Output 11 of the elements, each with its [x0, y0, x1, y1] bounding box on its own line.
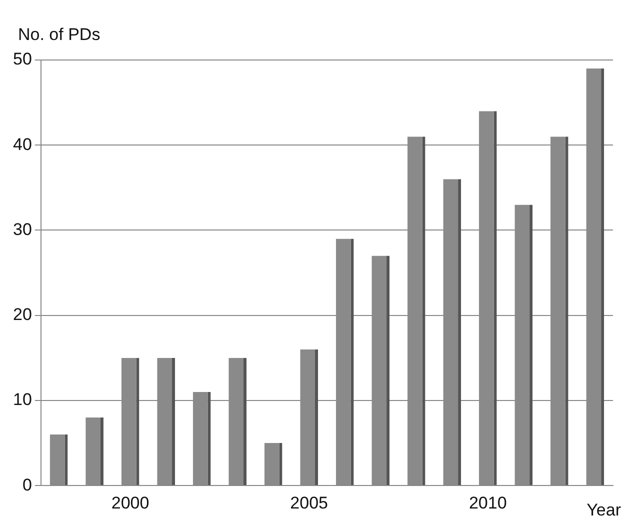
y-axis-title: No. of PDs: [18, 25, 100, 44]
y-tick-label: 10: [12, 390, 32, 410]
y-tick-label: 0: [22, 475, 32, 494]
y-tick-label: 40: [12, 134, 32, 154]
x-tick-label: 2005: [290, 493, 328, 512]
x-tick-label: 2010: [468, 493, 507, 512]
x-tick-label: 2000: [111, 493, 150, 512]
y-tick-label: 20: [12, 305, 32, 324]
x-axis-title: Year: [586, 500, 622, 520]
y-tick-label: 50: [12, 50, 32, 69]
y-tick-label: 30: [12, 220, 32, 239]
